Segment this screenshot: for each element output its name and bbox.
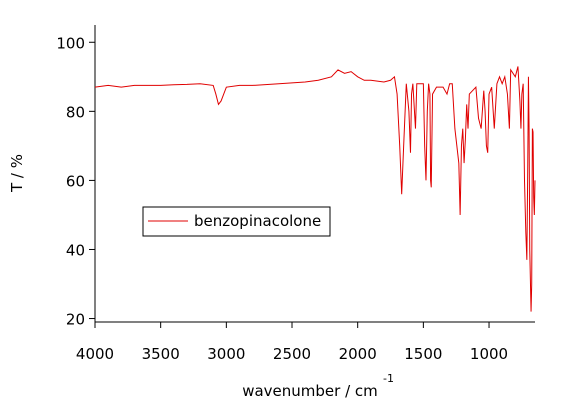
- y-tick-label: 100: [56, 34, 85, 52]
- x-tick-label: 4000: [76, 345, 114, 363]
- x-tick-label: 3500: [142, 345, 180, 363]
- x-tick-label: 2500: [273, 345, 311, 363]
- x-tick-label: 1000: [470, 345, 508, 363]
- y-tick-label: 60: [66, 172, 85, 190]
- x-axis-label: wavenumber / cm: [242, 382, 378, 400]
- x-tick-label: 3000: [207, 345, 245, 363]
- x-tick-label: 2000: [339, 345, 377, 363]
- x-axis-label-superscript: -1: [383, 372, 394, 385]
- x-tick-label: 1500: [404, 345, 442, 363]
- y-axis-label: T / %: [8, 154, 26, 193]
- spectrum-line: [94, 66, 536, 312]
- y-tick-label: 80: [66, 103, 85, 121]
- y-tick-label: 20: [66, 311, 85, 329]
- legend-label: benzopinacolone: [194, 212, 321, 230]
- y-tick-label: 40: [66, 241, 85, 259]
